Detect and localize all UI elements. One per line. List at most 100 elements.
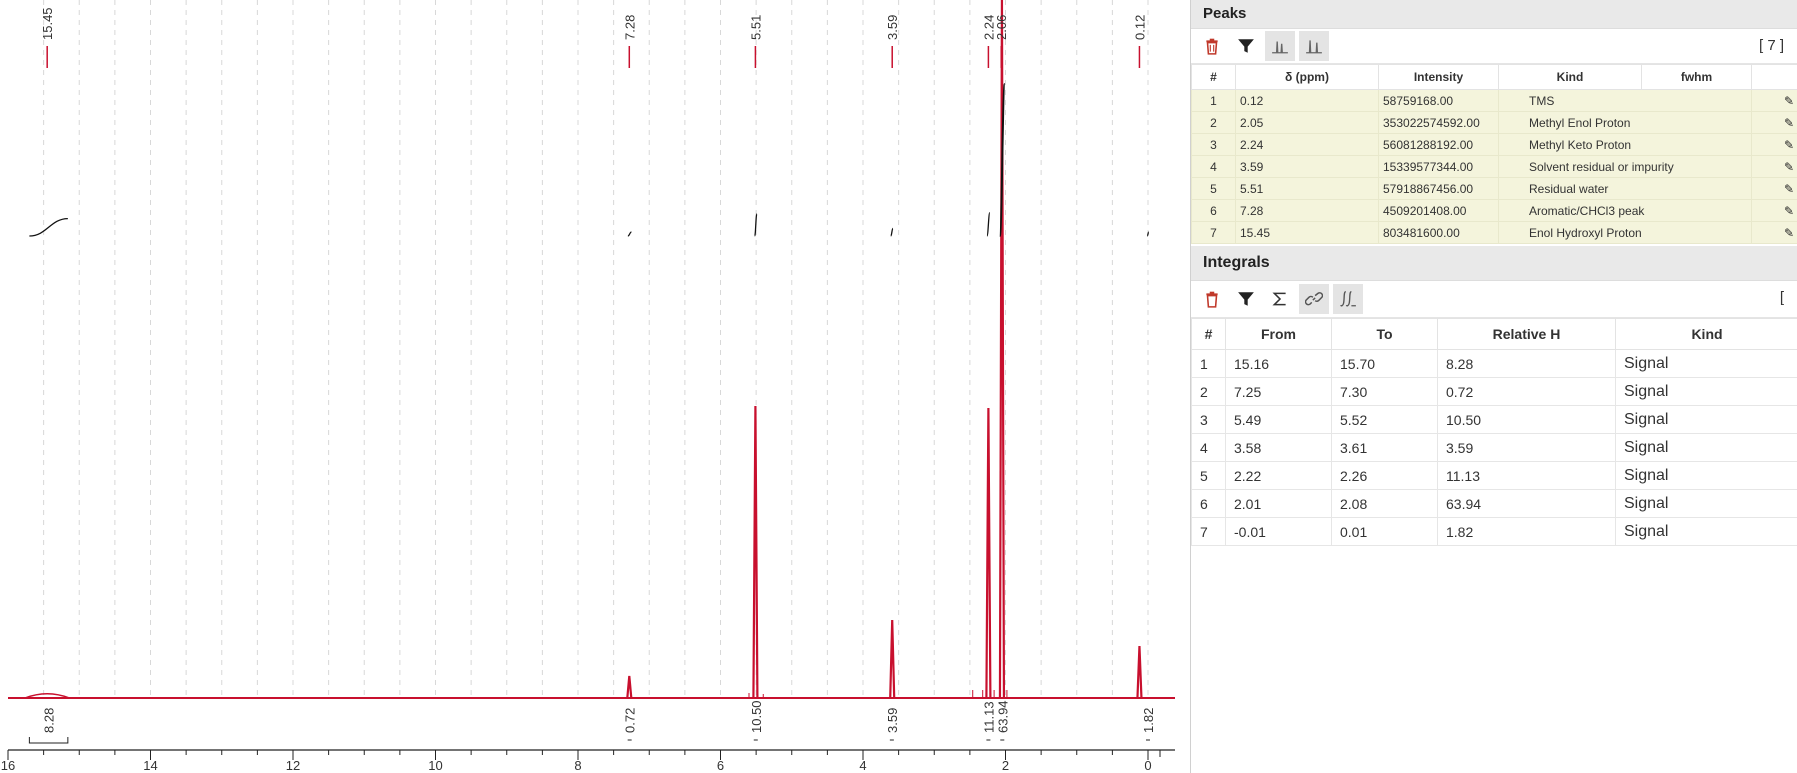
edit-peak-button[interactable]: ✎ (1751, 155, 1797, 178)
integral-to[interactable]: 2.26 (1331, 461, 1438, 490)
peak-kind[interactable]: Enol Hydroxyl Proton (1498, 221, 1752, 244)
integral-relative-h[interactable]: 8.28 (1437, 349, 1616, 378)
integral-button[interactable] (1333, 284, 1363, 314)
link-button[interactable] (1299, 284, 1329, 314)
x-axis-tick-label: 6 (717, 758, 724, 773)
integral-index: 6 (1191, 489, 1226, 518)
peak-row[interactable]: 7 15.45 803481600.00 Enol Hydroxyl Proto… (1191, 221, 1797, 244)
sum-button[interactable] (1265, 284, 1295, 314)
integral-to[interactable]: 15.70 (1331, 349, 1438, 378)
integral-kind[interactable]: Signal (1615, 489, 1797, 518)
peak-shift[interactable]: 3.59 (1235, 155, 1379, 178)
integral-from[interactable]: -0.01 (1225, 517, 1332, 546)
integral-index: 4 (1191, 433, 1226, 462)
integral-relative-h[interactable]: 0.72 (1437, 377, 1616, 406)
integral-to[interactable]: 5.52 (1331, 405, 1438, 434)
integral-curves (29, 83, 1150, 237)
peak-picking-button[interactable] (1265, 31, 1295, 61)
integral-kind[interactable]: Signal (1615, 433, 1797, 462)
x-axis-tick-label: 0 (1144, 758, 1151, 773)
integrals-toolbar: [ (1191, 281, 1797, 318)
col-to[interactable]: To (1331, 318, 1438, 350)
integral-to[interactable]: 7.30 (1331, 377, 1438, 406)
peak-shift[interactable]: 7.28 (1235, 199, 1379, 222)
x-axis-tick-label: 2 (1002, 758, 1009, 773)
integral-kind[interactable]: Signal (1615, 349, 1797, 378)
filter-integrals-button[interactable] (1231, 284, 1261, 314)
col-kind[interactable]: Kind (1615, 318, 1797, 350)
edit-peak-button[interactable]: ✎ (1751, 221, 1797, 244)
peak-index: 7 (1191, 221, 1236, 244)
integral-label: 3.59 (885, 708, 900, 733)
integral-index: 5 (1191, 461, 1226, 490)
peak-row[interactable]: 6 7.28 4509201408.00 Aromatic/CHCl3 peak… (1191, 199, 1797, 222)
col-from[interactable]: From (1225, 318, 1332, 350)
peak-options-button[interactable] (1299, 31, 1329, 61)
integral-row[interactable]: 2 7.25 7.30 0.72 Signal (1191, 377, 1797, 406)
col-kind[interactable]: Kind (1498, 64, 1642, 90)
edit-peak-button[interactable]: ✎ (1751, 89, 1797, 112)
integral-from[interactable]: 3.58 (1225, 433, 1332, 462)
integral-label: 10.50 (749, 700, 764, 733)
integral-from[interactable]: 5.49 (1225, 405, 1332, 434)
integral-row[interactable]: 6 2.01 2.08 63.94 Signal (1191, 489, 1797, 518)
integrals-table-header: # From To Relative H Kind (1191, 318, 1797, 350)
integral-from[interactable]: 2.01 (1225, 489, 1332, 518)
integral-relative-h[interactable]: 63.94 (1437, 489, 1616, 518)
integral-row[interactable]: 5 2.22 2.26 11.13 Signal (1191, 461, 1797, 490)
peak-row[interactable]: 4 3.59 15339577344.00 Solvent residual o… (1191, 155, 1797, 178)
peak-shift[interactable]: 15.45 (1235, 221, 1379, 244)
integral-relative-h[interactable]: 1.82 (1437, 517, 1616, 546)
peak-shift[interactable]: 0.12 (1235, 89, 1379, 112)
col-fwhm[interactable]: fwhm (1641, 64, 1752, 90)
delete-integrals-button[interactable] (1197, 284, 1227, 314)
peak-label: 7.28 (622, 15, 637, 40)
peak-kind[interactable]: Residual water (1498, 177, 1752, 200)
integral-to[interactable]: 0.01 (1331, 517, 1438, 546)
edit-peak-button[interactable]: ✎ (1751, 133, 1797, 156)
integral-to[interactable]: 2.08 (1331, 489, 1438, 518)
integral-row[interactable]: 3 5.49 5.52 10.50 Signal (1191, 405, 1797, 434)
peak-label: 0.12 (1132, 15, 1147, 40)
integral-relative-h[interactable]: 3.59 (1437, 433, 1616, 462)
integral-kind[interactable]: Signal (1615, 405, 1797, 434)
integral-kind[interactable]: Signal (1615, 517, 1797, 546)
integral-from[interactable]: 7.25 (1225, 377, 1332, 406)
peak-row[interactable]: 2 2.05 353022574592.00 Methyl Enol Proto… (1191, 111, 1797, 134)
filter-peaks-button[interactable] (1231, 31, 1261, 61)
peak-row[interactable]: 1 0.12 58759168.00 TMS ✎ (1191, 89, 1797, 112)
peak-label: 2.06 (994, 15, 1009, 40)
integral-row[interactable]: 1 15.16 15.70 8.28 Signal (1191, 349, 1797, 378)
peak-row[interactable]: 3 2.24 56081288192.00 Methyl Keto Proton… (1191, 133, 1797, 156)
edit-peak-button[interactable]: ✎ (1751, 177, 1797, 200)
peak-index: 1 (1191, 89, 1236, 112)
peak-kind[interactable]: Solvent residual or impurity (1498, 155, 1752, 178)
integral-row[interactable]: 7 -0.01 0.01 1.82 Signal (1191, 517, 1797, 546)
integral-curve (890, 227, 894, 237)
integral-relative-h[interactable]: 10.50 (1437, 405, 1616, 434)
edit-peak-button[interactable]: ✎ (1751, 111, 1797, 134)
peak-row[interactable]: 5 5.51 57918867456.00 Residual water ✎ (1191, 177, 1797, 200)
peak-kind[interactable]: Methyl Keto Proton (1498, 133, 1752, 156)
delete-peaks-button[interactable] (1197, 31, 1227, 61)
integral-from[interactable]: 15.16 (1225, 349, 1332, 378)
col-intensity[interactable]: Intensity (1378, 64, 1499, 90)
integral-relative-h[interactable]: 11.13 (1437, 461, 1616, 490)
col-relative-h[interactable]: Relative H (1437, 318, 1616, 350)
peak-shift[interactable]: 5.51 (1235, 177, 1379, 200)
integral-kind[interactable]: Signal (1615, 377, 1797, 406)
peak-kind[interactable]: Methyl Enol Proton (1498, 111, 1752, 134)
integral-row[interactable]: 4 3.58 3.61 3.59 Signal (1191, 433, 1797, 462)
peak-shift[interactable]: 2.05 (1235, 111, 1379, 134)
spectrum-viewer[interactable]: 15.45 7.28 5.51 3.59 2.242.06 0.12 8.28 0.72 10… (0, 0, 1190, 773)
integral-to[interactable]: 3.61 (1331, 433, 1438, 462)
edit-peak-button[interactable]: ✎ (1751, 199, 1797, 222)
trash-icon (1206, 291, 1218, 308)
integral-from[interactable]: 2.22 (1225, 461, 1332, 490)
col-shift[interactable]: δ (ppm) (1235, 64, 1379, 90)
peak-kind[interactable]: TMS (1498, 89, 1752, 112)
integral-kind[interactable]: Signal (1615, 461, 1797, 490)
peak-shift[interactable]: 2.24 (1235, 133, 1379, 156)
peak-intensity: 353022574592.00 (1378, 111, 1499, 134)
peak-kind[interactable]: Aromatic/CHCl3 peak (1498, 199, 1752, 222)
